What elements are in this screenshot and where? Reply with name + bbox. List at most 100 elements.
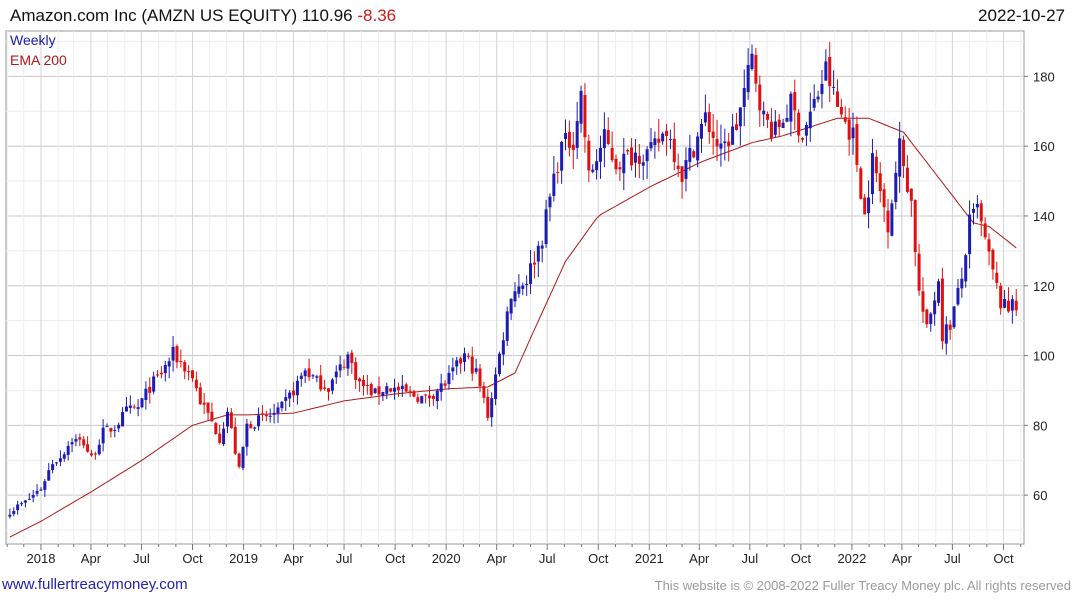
candle [31, 489, 35, 503]
candle [801, 137, 805, 143]
candle-body [991, 249, 995, 270]
candle-body [167, 361, 171, 367]
candle-body [929, 313, 933, 325]
candle-body [789, 93, 793, 122]
candle [369, 382, 373, 397]
candle [8, 508, 12, 519]
x-tick-label: Oct [791, 551, 812, 566]
candle-body [428, 395, 432, 399]
candle-body [591, 169, 595, 172]
candle [311, 373, 315, 379]
candle [785, 104, 789, 123]
candle-body [58, 458, 62, 462]
candle [540, 240, 544, 263]
candle [657, 119, 661, 152]
candle-body [832, 86, 836, 88]
candle [711, 114, 715, 155]
candle-body [816, 96, 820, 100]
candle-body [490, 398, 494, 418]
candle-body [505, 311, 509, 341]
candle [494, 367, 498, 406]
candle [385, 382, 389, 400]
candle-body [917, 253, 921, 291]
candle-body [665, 130, 669, 136]
candle [292, 381, 296, 403]
candle [529, 249, 533, 295]
candle-body [105, 426, 109, 428]
candle-body [144, 388, 148, 401]
candle [637, 143, 641, 179]
candle [645, 146, 649, 179]
candle-body [715, 139, 719, 147]
candle-body [233, 426, 237, 454]
candle [404, 382, 408, 393]
candle [567, 120, 571, 157]
candle [109, 427, 113, 438]
legend-weekly: Weekly [10, 32, 56, 48]
candle [326, 388, 330, 401]
candle [886, 199, 890, 249]
candle [179, 349, 183, 368]
candle [544, 199, 548, 248]
website-link[interactable]: www.fullertreacymoney.com [2, 576, 188, 593]
candle [1006, 287, 1010, 313]
candle [74, 434, 78, 447]
candle [466, 352, 470, 360]
candle [766, 111, 770, 129]
candle [793, 79, 797, 130]
candle [987, 233, 991, 266]
candle-body [43, 481, 47, 490]
candle-body [1014, 300, 1018, 311]
candle [614, 154, 618, 175]
candle [921, 277, 925, 323]
candle [210, 402, 214, 422]
candle-body [70, 442, 74, 445]
candle-body [703, 112, 707, 123]
candle [525, 275, 529, 296]
candle-body [769, 121, 773, 139]
candle-body [956, 287, 960, 305]
candle-body [140, 398, 144, 408]
candle [898, 121, 902, 193]
candle-body [12, 510, 16, 515]
candle-body [257, 415, 261, 427]
candle [618, 161, 622, 182]
candle-body [688, 147, 692, 162]
candle [284, 389, 288, 412]
candle-body [575, 121, 579, 148]
x-tick-label: Apr [283, 551, 304, 566]
candle [630, 138, 634, 171]
candle [606, 117, 610, 146]
candle [668, 129, 672, 150]
candle [971, 203, 975, 225]
candle-body [567, 131, 571, 148]
x-tick-label: Oct [588, 551, 609, 566]
candle-body [676, 165, 680, 169]
candle-body [777, 119, 781, 128]
candle [944, 316, 948, 355]
candle [742, 69, 746, 127]
x-tick-label: Jul [741, 551, 758, 566]
candle [598, 135, 602, 179]
x-tick-label: Jul [133, 551, 150, 566]
candle [956, 278, 960, 307]
candle [140, 397, 144, 409]
candle-body [925, 309, 929, 325]
candle-body [804, 124, 808, 136]
candle [696, 132, 700, 168]
candle-body [260, 413, 264, 415]
candle [700, 118, 704, 153]
candle-body [680, 166, 684, 182]
candle [964, 253, 968, 288]
candle-body [187, 371, 191, 373]
x-tick-label: Apr [81, 551, 102, 566]
candle [734, 112, 738, 131]
candle [909, 188, 913, 217]
candle [781, 118, 785, 129]
y-tick-label: 80 [1033, 418, 1047, 433]
candle [482, 381, 486, 404]
candle [361, 375, 365, 396]
candle [948, 319, 952, 340]
candle [187, 365, 191, 381]
candle-body [734, 124, 738, 130]
